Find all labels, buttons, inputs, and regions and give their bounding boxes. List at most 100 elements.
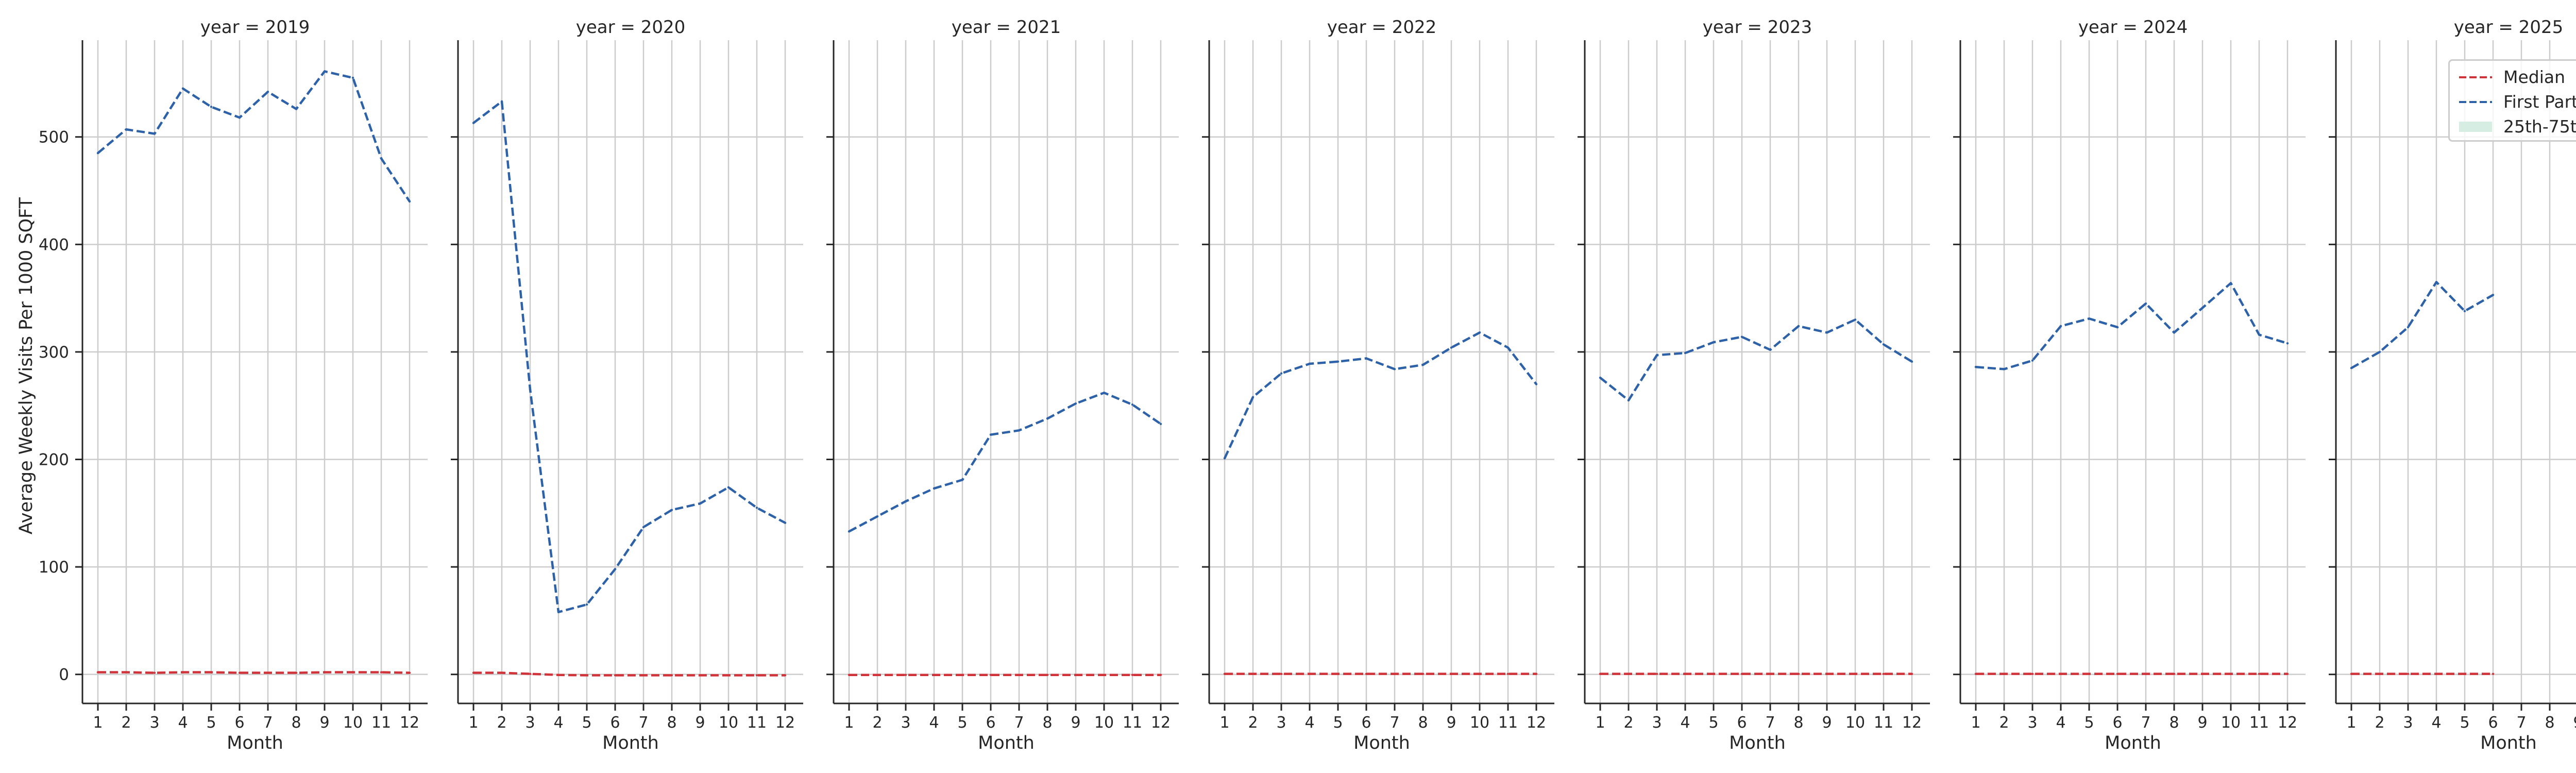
first-party-median-point — [1223, 457, 1226, 460]
median-point — [2201, 673, 2204, 675]
x-tick-label: 12 — [1527, 714, 1546, 732]
first-party-median-point — [1421, 363, 1425, 366]
first-party-median-point — [1365, 357, 1368, 360]
first-party-median-point — [1910, 360, 1913, 363]
x-tick-label: 11 — [747, 714, 767, 732]
median-point — [614, 674, 617, 677]
x-tick-label: 7 — [638, 714, 648, 732]
first-party-median-point — [2031, 359, 2034, 362]
legend-item-median: Median — [2450, 65, 2576, 90]
first-party-median-point — [699, 502, 702, 505]
first-party-median-point — [2435, 281, 2438, 283]
first-party-median-point — [1655, 354, 1658, 357]
median-point — [1450, 673, 1453, 675]
x-tick-label: 6 — [234, 714, 244, 732]
median-point — [1018, 674, 1021, 676]
panel-title: year = 2021 — [952, 17, 1061, 38]
median-point — [2258, 673, 2261, 675]
x-tick-label: 1 — [1971, 714, 1980, 732]
median-point — [2031, 673, 2034, 675]
median-point — [1655, 673, 1658, 675]
median-point — [989, 674, 992, 676]
x-axis-label: Month — [227, 733, 283, 753]
x-tick-label: 2 — [1999, 714, 2009, 732]
legend-label-percentile-band: 25th-75th Percentile — [2503, 116, 2576, 137]
first-party-median-point — [380, 157, 383, 160]
x-tick-label: 1 — [468, 714, 478, 732]
median-point — [2116, 673, 2119, 675]
x-tick-label: 11 — [1498, 714, 1518, 732]
median-point — [642, 674, 645, 677]
median-point — [380, 671, 383, 674]
median-point — [1599, 673, 1602, 675]
first-party-median-point — [1074, 402, 1077, 405]
first-party-median-line — [2350, 281, 2494, 369]
median-point — [699, 674, 702, 677]
x-axis-label: Month — [978, 733, 1035, 753]
first-party-median-point — [904, 500, 907, 503]
first-party-median-point — [1712, 341, 1715, 344]
x-tick-label: 8 — [1042, 714, 1052, 732]
median-point — [670, 674, 673, 677]
x-axis-label: Month — [602, 733, 659, 753]
x-tick-label: 3 — [525, 714, 535, 732]
x-tick-label: 7 — [1389, 714, 1399, 732]
x-tick-label: 2 — [872, 714, 882, 732]
panel-title: year = 2022 — [1327, 17, 1436, 38]
x-tick-label: 2 — [2375, 714, 2384, 732]
first-party-median-line — [97, 70, 411, 203]
x-tick-label: 5 — [1708, 714, 1718, 732]
median-point — [323, 671, 326, 674]
x-tick-label: 8 — [2545, 714, 2554, 732]
median-point — [351, 671, 354, 674]
first-party-median-line-swatch — [2459, 101, 2492, 103]
median-point — [210, 671, 213, 674]
median-point — [408, 671, 411, 674]
panel-title: year = 2019 — [200, 17, 310, 38]
median-point — [1797, 673, 1800, 675]
x-tick-label: 6 — [610, 714, 620, 732]
median-point — [125, 671, 128, 674]
median-line — [473, 671, 785, 677]
x-tick-label: 9 — [2197, 714, 2207, 732]
median-point — [2088, 673, 2091, 675]
x-tick-label: 4 — [1680, 714, 1690, 732]
median-point — [472, 671, 475, 674]
x-tick-label: 4 — [178, 714, 188, 732]
x-tick-label: 6 — [1737, 714, 1747, 732]
first-party-median-point — [557, 611, 560, 613]
first-party-median-point — [1308, 362, 1311, 365]
x-tick-label: 10 — [719, 714, 738, 732]
median-point — [1393, 673, 1396, 675]
x-axis-label: Month — [1729, 733, 1786, 753]
median-point — [529, 673, 532, 675]
median-line-swatch — [2459, 76, 2492, 78]
median-point — [1535, 673, 1538, 675]
first-party-median-point — [2173, 331, 2176, 334]
x-tick-label: 1 — [844, 714, 854, 732]
median-point — [1854, 673, 1857, 675]
x-tick-label: 3 — [2027, 714, 2037, 732]
first-party-median-point — [961, 478, 964, 481]
x-tick-label: 5 — [1333, 714, 1343, 732]
first-party-median-point — [96, 152, 99, 155]
x-tick-label: 10 — [2221, 714, 2241, 732]
median-point — [2229, 673, 2232, 675]
median-point — [1627, 673, 1630, 675]
median-point — [1910, 673, 1913, 675]
first-party-median-point — [1046, 417, 1049, 420]
first-party-median-line — [1975, 282, 2288, 371]
x-tick-label: 3 — [2403, 714, 2413, 732]
first-party-median-point — [153, 132, 156, 135]
first-party-median-point — [1974, 365, 1977, 368]
x-tick-label: 9 — [1071, 714, 1080, 732]
median-point — [585, 674, 588, 677]
x-tick-label: 3 — [901, 714, 910, 732]
first-party-median-point — [1825, 331, 1828, 334]
x-tick-label: 1 — [1219, 714, 1229, 732]
